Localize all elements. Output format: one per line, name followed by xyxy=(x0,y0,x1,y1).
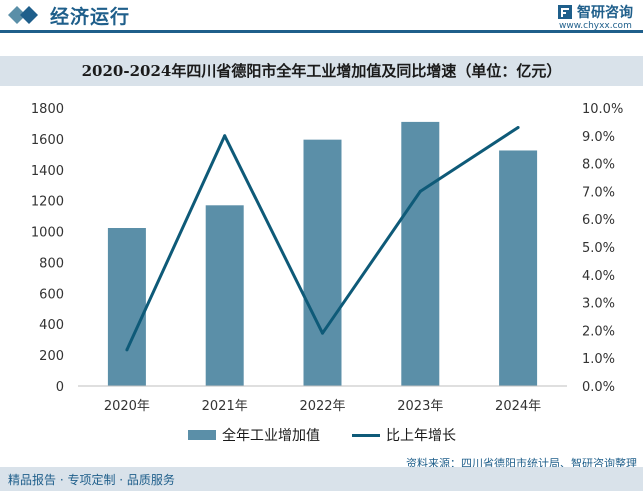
y-right-tick-label: 1.0% xyxy=(582,352,615,367)
x-tick-label: 2020年 xyxy=(104,399,150,414)
brand-url: www.chyxx.com xyxy=(559,21,632,31)
legend-line-label: 比上年增长 xyxy=(386,428,456,444)
y-right-tick-label: 3.0% xyxy=(582,297,615,312)
growth-point-2020年 xyxy=(125,348,129,352)
legend-bar-swatch xyxy=(188,430,216,440)
double-chevron-icon xyxy=(8,6,38,24)
bar-2021年 xyxy=(205,205,244,386)
chart-title-banner: 2020-2024年四川省德阳市全年工业增加值及同比增速（单位：亿元） xyxy=(0,56,643,86)
bar-2023年 xyxy=(401,121,440,387)
y-left-tick-label: 200 xyxy=(39,349,64,364)
legend-line-swatch xyxy=(352,434,380,437)
growth-point-2021年 xyxy=(223,134,227,138)
y-left-tick-label: 600 xyxy=(39,287,64,302)
y-left-tick-label: 1000 xyxy=(31,226,64,241)
y-right-tick-label: 7.0% xyxy=(582,185,615,200)
brand-mark-icon xyxy=(558,5,572,19)
y-left-tick-label: 1200 xyxy=(31,195,64,210)
x-tick-label: 2024年 xyxy=(495,399,541,414)
y-right-tick-label: 10.0% xyxy=(582,102,623,117)
header-divider xyxy=(0,30,643,33)
y-left-tick-label: 800 xyxy=(39,256,64,271)
y-right-tick-label: 6.0% xyxy=(582,213,615,228)
brand-logo: 智研咨询 www.chyxx.com xyxy=(553,1,643,33)
growth-point-2023年 xyxy=(418,189,422,193)
header: 经济运行 智研咨询 www.chyxx.com xyxy=(0,0,643,36)
y-right-tick-label: 5.0% xyxy=(582,241,615,256)
y-right-tick-label: 8.0% xyxy=(582,158,615,173)
y-right-tick-label: 9.0% xyxy=(582,130,615,145)
section-title: 经济运行 xyxy=(50,6,131,28)
y-right-tick-label: 2.0% xyxy=(582,324,615,339)
growth-point-2024年 xyxy=(516,125,520,129)
legend-bar-label: 全年工业增加值 xyxy=(222,428,320,444)
combo-chart: 0 200 400 600 800 1000 1200 1400 1600 1800 0.0% 1.0… xyxy=(31,102,623,414)
x-tick-label: 2021年 xyxy=(202,399,248,414)
bar-2020年 xyxy=(107,228,146,386)
y-left-tick-label: 1400 xyxy=(31,164,64,179)
y-right-tick-label: 0.0% xyxy=(582,380,615,395)
x-tick-label: 2023年 xyxy=(397,399,443,414)
brand-name: 智研咨询 xyxy=(577,5,633,21)
y-left-tick-label: 0 xyxy=(56,380,64,395)
y-left-tick-label: 1800 xyxy=(31,102,64,117)
bar-2022年 xyxy=(303,139,342,386)
chart-title: 2020-2024年四川省德阳市全年工业增加值及同比增速（单位：亿元） xyxy=(81,62,562,80)
y-right-tick-label: 4.0% xyxy=(582,269,615,284)
x-tick-label: 2022年 xyxy=(299,399,345,414)
growth-point-2022年 xyxy=(321,331,324,335)
bar-2024年 xyxy=(499,150,538,386)
footer-bar: 精品报告 · 专项定制 · 品质服务 xyxy=(0,467,643,491)
legend: 全年工业增加值 比上年增长 xyxy=(0,425,643,445)
source-note: 资料来源：四川省德阳市统计局、智研咨询整理 xyxy=(406,457,637,470)
footer-slogan: 精品报告 · 专项定制 · 品质服务 xyxy=(8,473,175,487)
y-left-tick-label: 1600 xyxy=(31,133,64,148)
y-left-tick-label: 400 xyxy=(39,318,64,333)
